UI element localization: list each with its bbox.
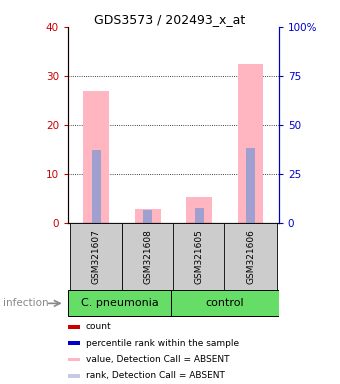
Bar	[92, 150, 101, 223]
Bar	[83, 91, 109, 223]
Bar	[68, 358, 80, 361]
Text: GSM321605: GSM321605	[194, 229, 204, 284]
Bar	[238, 64, 264, 223]
Bar	[171, 290, 279, 316]
Bar	[186, 197, 212, 223]
Bar	[68, 290, 171, 316]
Text: GDS3573 / 202493_x_at: GDS3573 / 202493_x_at	[95, 13, 245, 26]
Bar	[122, 223, 174, 290]
Text: control: control	[205, 298, 244, 308]
Text: value, Detection Call = ABSENT: value, Detection Call = ABSENT	[86, 355, 229, 364]
Bar	[224, 223, 277, 290]
Bar	[135, 209, 160, 223]
Bar	[68, 374, 80, 377]
Bar	[173, 223, 225, 290]
Bar	[246, 148, 255, 223]
Bar	[70, 223, 122, 290]
Text: infection: infection	[3, 298, 49, 308]
Bar	[143, 210, 152, 223]
Text: GSM321607: GSM321607	[92, 229, 101, 284]
Text: count: count	[86, 323, 111, 331]
Bar	[68, 341, 80, 345]
Bar	[194, 208, 204, 223]
Text: GSM321608: GSM321608	[143, 229, 152, 284]
Text: C. pneumonia: C. pneumonia	[81, 298, 158, 308]
Text: rank, Detection Call = ABSENT: rank, Detection Call = ABSENT	[86, 371, 224, 380]
Text: percentile rank within the sample: percentile rank within the sample	[86, 339, 239, 348]
Text: GSM321606: GSM321606	[246, 229, 255, 284]
Bar	[68, 325, 80, 329]
